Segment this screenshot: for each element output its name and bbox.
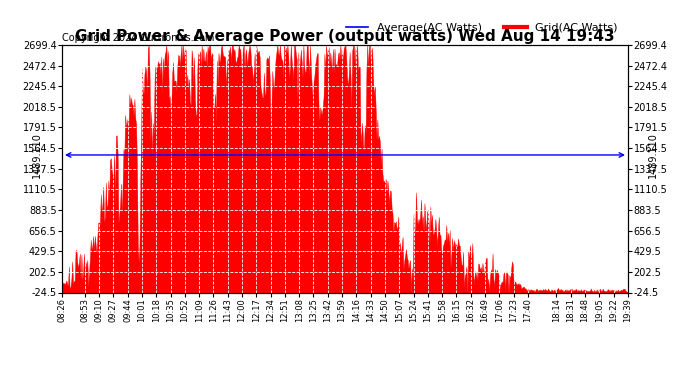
Text: 1489.110: 1489.110 (649, 132, 658, 178)
Legend: Average(AC Watts), Grid(AC Watts): Average(AC Watts), Grid(AC Watts) (342, 18, 622, 37)
Text: Copyright 2024 Curtronics.com: Copyright 2024 Curtronics.com (62, 33, 215, 42)
Text: 1489.110: 1489.110 (32, 132, 41, 178)
Title: Grid Power & Average Power (output watts) Wed Aug 14 19:43: Grid Power & Average Power (output watts… (75, 29, 615, 44)
